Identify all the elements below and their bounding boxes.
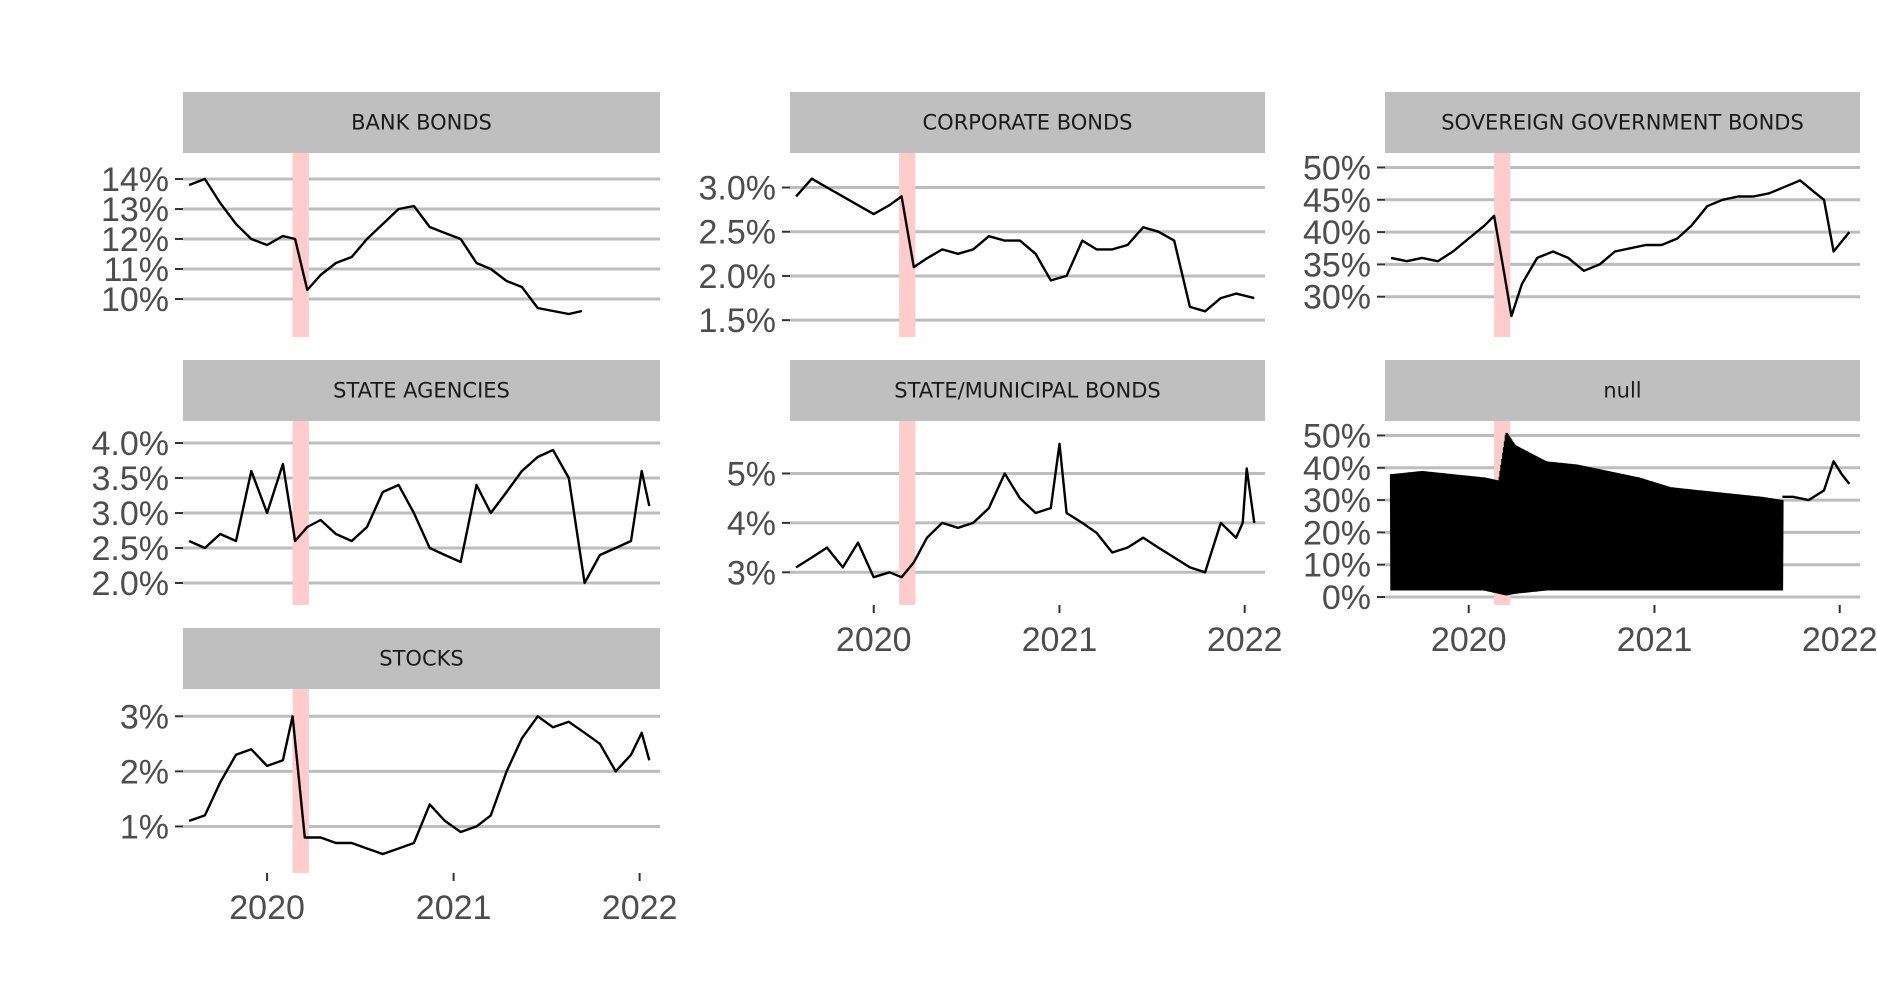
x-tick-label: 2021	[1022, 621, 1098, 659]
strip-label-stocks: STOCKS	[379, 647, 463, 671]
y-tick-label: 10%	[101, 281, 169, 319]
panel-state-agencies: STATE AGENCIES 2.0%2.5%3.0%3.5%4.0%	[92, 360, 660, 605]
strip-state-municipal-bonds	[790, 360, 1265, 421]
strip-label-bank-bonds: BANK BONDS	[351, 111, 492, 135]
highlight-band	[292, 689, 309, 873]
y-tick-label: 3%	[727, 554, 776, 592]
highlight-band	[1494, 153, 1511, 337]
y-tick-label: 50%	[1303, 417, 1371, 455]
series-line-null	[1782, 460, 1851, 502]
series-line-stocks	[188, 715, 651, 856]
strip-label-state-municipal-bonds: STATE/MUNICIPAL BONDS	[894, 379, 1161, 403]
x-tick-label: 2022	[1207, 621, 1283, 659]
y-tick-label: 3.5%	[92, 460, 170, 498]
y-tick-label: 3.0%	[92, 495, 170, 533]
y-tick-label: 4.0%	[92, 425, 170, 463]
y-tick-label: 40%	[1303, 214, 1371, 252]
y-tick-label: 3.0%	[699, 170, 777, 208]
panel-sovereign-government-bonds: SOVEREIGN GOVERNMENT BONDS 30%35%40%45%50…	[1303, 92, 1860, 337]
y-tick-label: 20%	[1303, 514, 1371, 552]
y-tick-label: 40%	[1303, 450, 1371, 488]
strip-label-sovereign-government-bonds: SOVEREIGN GOVERNMENT BONDS	[1441, 111, 1804, 135]
highlight-band	[899, 421, 916, 605]
x-tick-label: 2022	[602, 889, 678, 927]
strip-sovereign-government-bonds	[1385, 92, 1860, 153]
y-tick-label: 1.5%	[699, 302, 777, 340]
strip-null	[1385, 360, 1860, 421]
y-tick-label: 2.5%	[699, 214, 777, 252]
x-tick-label: 2020	[1431, 621, 1507, 659]
y-tick-label: 2.0%	[92, 565, 170, 603]
series-line-bank-bonds	[188, 177, 583, 316]
y-tick-label: 50%	[1303, 149, 1371, 187]
strip-bank-bonds	[183, 92, 660, 153]
y-tick-label: 30%	[1303, 279, 1371, 317]
highlight-band	[899, 153, 916, 337]
x-tick-label: 2021	[416, 889, 492, 927]
panel-corporate-bonds: CORPORATE BONDS 1.5% 2.0% 2.5% 3.0%	[699, 92, 1265, 340]
strip-stocks	[183, 628, 660, 689]
panel-state-municipal-bonds: STATE/MUNICIPAL BONDS 3% 4% 5% 2020 2021 2022	[727, 360, 1283, 659]
series-line-state-municipal-bonds	[795, 442, 1256, 579]
y-tick-label: 11%	[103, 251, 169, 289]
x-tick-label: 2020	[229, 889, 305, 927]
strip-state-agencies	[183, 360, 660, 421]
series-line-state-agencies	[188, 448, 651, 585]
y-tick-label: 2.0%	[699, 258, 777, 296]
y-tick-label: 30%	[1303, 482, 1371, 520]
y-tick-label: 0%	[1322, 579, 1371, 617]
y-tick-label: 12%	[101, 221, 169, 259]
y-tick-label: 13%	[101, 191, 169, 229]
series-band-null	[1389, 432, 1784, 596]
strip-label-state-agencies: STATE AGENCIES	[333, 379, 510, 403]
y-tick-label: 2.5%	[92, 530, 170, 568]
strip-label-null: null	[1603, 379, 1641, 403]
strip-corporate-bonds	[790, 92, 1265, 153]
series-line-sovereign-government-bonds	[1390, 179, 1851, 318]
y-tick-label: 35%	[1303, 246, 1371, 284]
panel-bank-bonds: BANK BONDS 10%11%12%13%14%	[101, 92, 660, 337]
y-tick-label: 10%	[1303, 547, 1371, 585]
x-tick-label: 2022	[1802, 621, 1877, 659]
y-tick-label: 3%	[120, 698, 169, 736]
highlight-band	[292, 421, 309, 605]
series-line-corporate-bonds	[795, 177, 1255, 313]
x-tick-label: 2021	[1617, 621, 1693, 659]
panel-stocks: STOCKS 1% 2% 3% 2020 2021 2022	[120, 628, 678, 927]
y-tick-label: 45%	[1303, 182, 1371, 220]
x-tick-label: 2020	[836, 621, 912, 659]
strip-label-corporate-bonds: CORPORATE BONDS	[923, 111, 1133, 135]
y-tick-label: 14%	[101, 161, 169, 199]
y-tick-label: 1%	[120, 808, 169, 846]
highlight-band	[292, 153, 309, 337]
panel-null: null 0%10%20%30%40%50% 2020 2021 2022	[1303, 360, 1877, 659]
y-tick-label: 4%	[727, 505, 776, 543]
y-tick-label: 5%	[727, 455, 776, 493]
y-tick-label: 2%	[120, 753, 169, 791]
